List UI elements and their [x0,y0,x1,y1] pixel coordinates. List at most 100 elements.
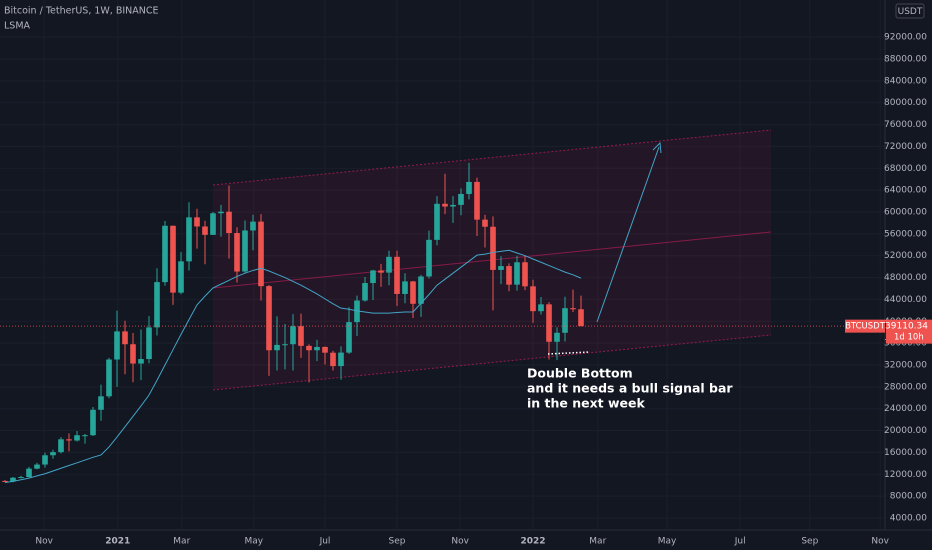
candle-body [346,322,352,353]
candle-body [42,455,48,465]
candle-body [410,281,416,304]
candle-body [58,439,64,453]
candle-body [578,309,584,327]
candle-body [338,352,344,367]
candle-body [26,468,32,477]
candle-body [370,270,376,284]
price-label: 39110.34 [885,322,928,332]
candle-body [482,219,488,227]
y-tick-label: 80000.00 [884,98,927,108]
y-tick-label: 24000.00 [884,404,927,414]
candle-body [10,477,16,482]
y-tick-label: 28000.00 [884,382,927,392]
arrow-head [652,141,662,154]
chart-title: Bitcoin / TetherUS, 1W, BINANCE [4,6,159,17]
candle-body [114,331,120,360]
y-tick-label: 64000.00 [884,186,927,196]
candle-body [106,359,112,397]
candle-body [434,203,440,240]
x-tick-label: Nov [35,537,53,547]
candle-body [258,221,264,287]
x-tick-label: Jul [319,537,331,547]
y-tick-label: 88000.00 [884,55,927,65]
y-tick-label: 20000.00 [884,426,927,436]
y-tick-label: 92000.00 [884,33,927,43]
candle-body [306,345,312,351]
plot [2,162,584,483]
candle-body [402,281,408,294]
candle-body [506,266,512,285]
x-tick-label: Sep [389,537,406,547]
symbol-label: BTCUSDT [845,322,886,332]
candle-body [530,286,536,312]
price-axis [885,0,932,550]
candle-body [90,409,96,436]
candle-body [130,344,136,364]
x-tick-label: Nov [871,537,889,547]
candle-body [250,221,256,231]
y-tick-label: 68000.00 [884,164,927,174]
candle-body [378,270,384,273]
candle-body [234,233,240,272]
candle-body [282,344,288,346]
candle-body [554,332,560,342]
candle-body [394,256,400,294]
y-tick-label: 72000.00 [884,142,927,152]
channel-bottom [212,334,772,391]
y-tick-label: 32000.00 [884,360,927,370]
candle-body [170,225,176,293]
candle-body [66,439,72,441]
candle-body [418,276,424,304]
candle-body [98,396,104,410]
x-tick-label: May [658,537,677,547]
annotation: in the next week [527,396,646,411]
candle-body [538,304,544,312]
candle-body [122,331,128,345]
candle-body [218,211,224,214]
candle-body [138,359,144,364]
legend-entry: LSMA [4,21,31,32]
y-tick-label: 12000.00 [884,470,927,480]
channel-top [212,129,772,186]
candle-body [458,193,464,205]
y-tick-label: 84000.00 [884,76,927,86]
currency-label: USDT [898,7,923,17]
candle-body [34,464,40,469]
candle-body [266,286,272,351]
candle-body [194,217,200,227]
candle-body [290,326,296,345]
candle-body [450,204,456,207]
candle-body [298,326,304,346]
candle-body [314,346,320,351]
projection-arrow [596,146,660,323]
candle-body [202,226,208,235]
candle-body [490,226,496,270]
candle-body [74,435,80,441]
x-tick-label: May [244,537,263,547]
candle-body [362,283,368,301]
y-tick-label: 4000.00 [890,513,927,523]
annotation: Double Bottom [527,366,633,381]
candle-body [442,203,448,207]
y-tick-label: 8000.00 [890,492,927,502]
y-tick-label: 48000.00 [884,273,927,283]
indicator-line [4,249,582,483]
y-tick-label: 60000.00 [884,208,927,218]
candle-body [322,346,328,353]
candle-body [274,344,280,351]
x-tick-label: 2021 [105,537,130,547]
candle-body [474,181,480,220]
x-tick-label: Nov [451,537,469,547]
x-tick-label: Mar [173,537,190,547]
candle-body [162,225,168,283]
y-tick-label: 76000.00 [884,120,927,130]
candle-body [562,308,568,333]
candle-body [50,452,56,456]
candle-body [386,256,392,273]
price-box [886,319,932,344]
candle-body [522,262,528,287]
